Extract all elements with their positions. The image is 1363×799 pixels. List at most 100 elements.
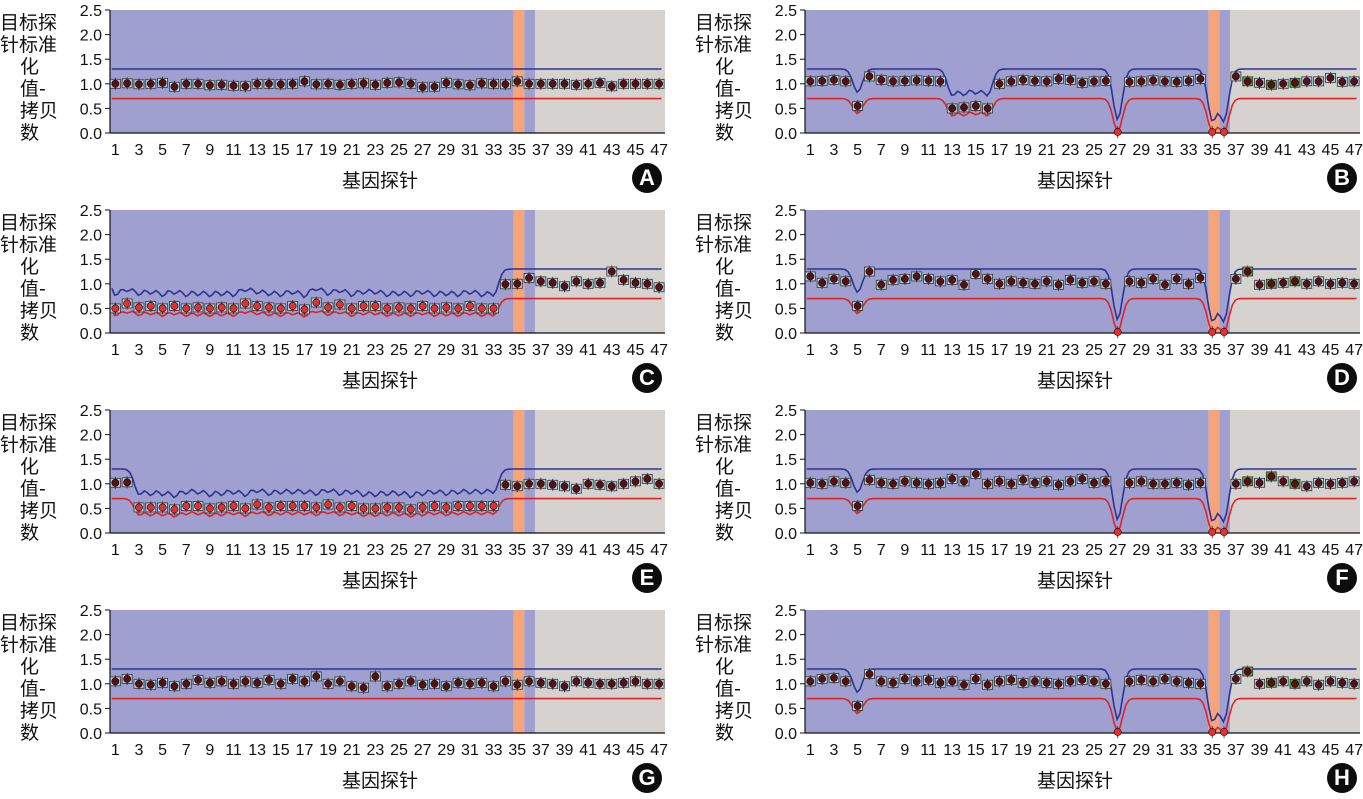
probe-value-marker [383,304,392,313]
probe-value-marker [1019,75,1027,84]
y-axis-label: 目标探针标准 化值-拷贝数 [0,12,62,144]
probe-value-marker [841,478,850,487]
data-point-F-19 [1017,473,1029,486]
data-point-F-17 [994,475,1005,488]
chart-svg: 0.00.51.01.52.02.51 3 5 7 9 11 13 15 17 19 21 23 25 2… [775,3,1363,159]
probe-value-marker [111,304,120,313]
x-tick-label: 17 [296,742,314,759]
probe-value-marker [655,679,663,688]
data-point-F-3 [828,475,840,488]
x-tick-label: 11 [920,342,937,359]
data-point-G-30 [452,676,464,689]
data-point-C-8 [192,301,204,314]
lower-threshold-line [806,297,1357,333]
data-point-F-45 [1325,477,1336,490]
probe-value-marker [1149,677,1158,686]
x-tick-label: 21 [1038,142,1056,159]
probe-value-marker [1326,279,1335,288]
probe-value-marker [1196,273,1205,282]
x-tick-label: 45 [1322,742,1340,759]
probe-value-marker [1042,277,1051,286]
x-tick-label: 15 [967,542,985,559]
probe-value-marker [406,505,415,514]
x-tick-label: 11 [225,342,242,359]
data-point-H-46 [1336,676,1348,689]
data-point-B-22 [1053,72,1064,85]
probe-value-marker [1007,77,1016,86]
probe-value-marker [1220,128,1228,136]
probe-value-marker [830,477,838,486]
highlight-band [513,10,525,133]
probe-value-marker [265,675,273,684]
probe-value-marker [135,80,143,89]
probe-value-marker [1042,477,1051,486]
y-tick-label: 0.5 [80,101,102,118]
upper-threshold-line [806,68,1357,124]
probe-value-marker [900,674,909,683]
probe-value-marker [584,479,593,488]
probe-value-marker [572,484,581,493]
data-point-D-29 [1135,276,1147,289]
x-tick-label: 19 [319,542,337,559]
data-point-E-10 [216,501,228,514]
x-tick-label: 15 [272,742,290,759]
probe-value-marker [477,678,486,687]
data-point-A-43 [606,80,618,93]
probe-value-marker [194,303,202,312]
data-point-B-2 [816,74,828,87]
probe-value-marker [158,678,167,687]
x-tick-label: 29 [1132,742,1150,759]
data-point-C-45 [630,276,641,289]
probe-value-marker [1054,679,1063,688]
x-tick-label: 15 [272,342,290,359]
probe-value-marker [631,477,640,486]
probe-value-marker [560,482,569,491]
probe-value-marker [1208,128,1217,136]
data-point-H-40 [1265,676,1277,689]
data-point-E-47 [653,477,665,490]
data-point-D-8 [887,273,899,286]
probe-value-marker [135,303,143,312]
probe-value-marker [1184,279,1193,288]
x-tick-label: 27 [1109,342,1127,359]
probe-value-marker [194,675,202,684]
data-point-H-9 [899,672,911,685]
x-tick-label: 31 [1156,742,1174,759]
y-tick-label: 1.0 [775,677,797,694]
probe-value-marker [1090,478,1098,487]
probe-value-marker [300,502,309,510]
data-point-E-34 [500,478,511,491]
data-point-E-20 [334,501,346,514]
probe-value-marker [596,278,604,287]
x-tick-label: 35 [1203,142,1221,159]
x-tick-label: 5 [853,542,862,559]
data-point-E-33 [488,499,499,512]
data-point-B-7 [875,73,887,86]
probe-value-marker [912,76,921,85]
probe-value-marker [182,79,191,88]
probe-value-marker [336,300,344,309]
data-point-C-21 [346,302,358,315]
x-tick-label: 7 [877,142,886,159]
data-point-D-45 [1325,277,1336,290]
data-point-D-26 [1100,277,1112,290]
probe-value-marker [430,82,439,91]
probe-value-marker [347,79,356,88]
x-tick-label: 35 [508,742,526,759]
probe-value-marker [111,478,120,487]
x-tick-label: 9 [205,542,214,559]
data-point-G-13 [251,676,263,689]
data-point-D-16 [982,272,994,285]
probe-value-marker [619,479,628,488]
probe-value-marker [572,677,581,686]
data-point-H-39 [1254,677,1265,690]
probe-value-marker [288,502,297,510]
probe-value-marker [1019,475,1027,484]
x-tick-label: 35 [1203,742,1221,759]
x-tick-label: 5 [853,342,862,359]
probe-value-marker [643,679,652,688]
y-tick-label: 1.0 [775,477,797,494]
x-tick-label: 47 [650,742,668,759]
probe-value-marker [1113,528,1122,536]
probe-value-marker [513,482,522,491]
